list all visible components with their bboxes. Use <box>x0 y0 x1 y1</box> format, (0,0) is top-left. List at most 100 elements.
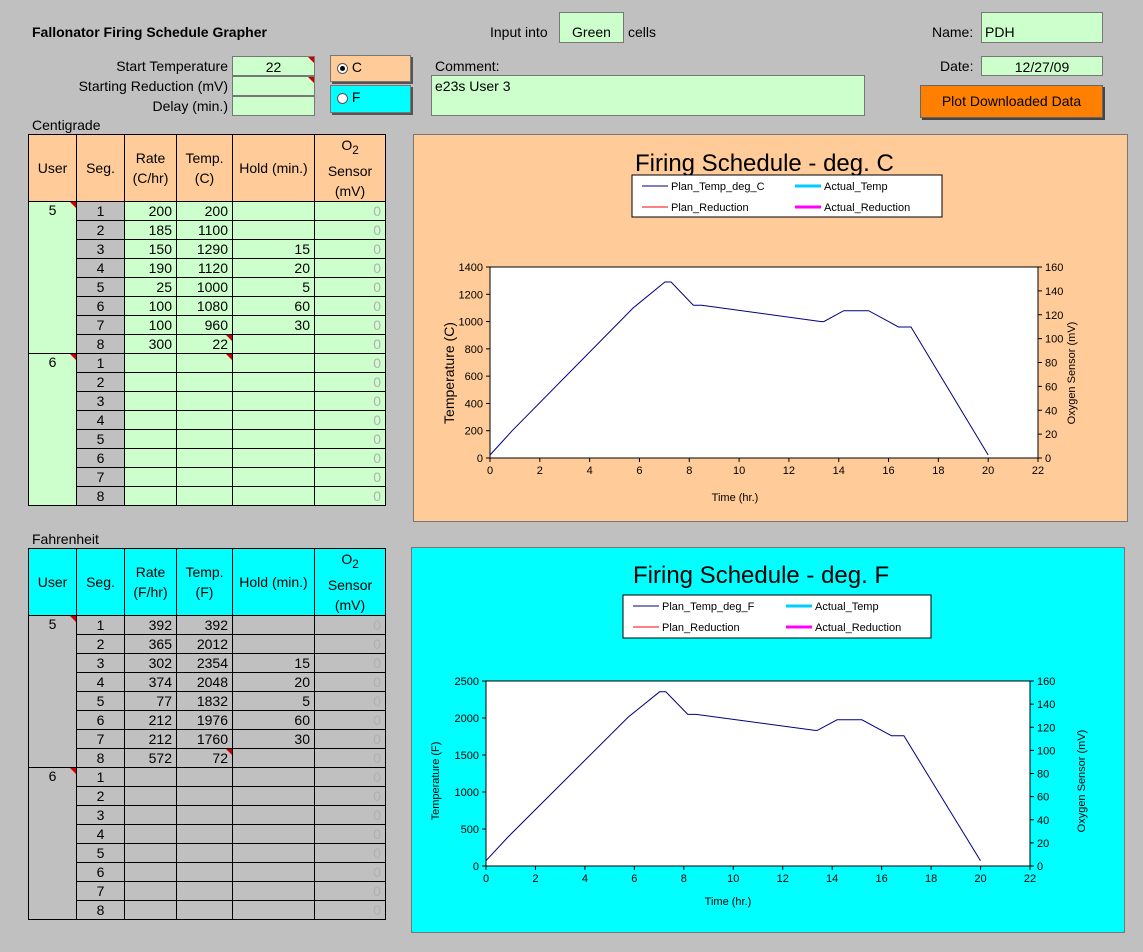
temp-cell[interactable] <box>176 428 233 449</box>
unit-f-option[interactable]: F <box>330 85 411 113</box>
hold-cell[interactable]: 5 <box>232 276 315 297</box>
legend-label: Plan_Temp_deg_C <box>671 181 765 193</box>
temp-cell[interactable]: 1290 <box>176 238 233 259</box>
hold-cell[interactable]: 15 <box>232 238 315 259</box>
temp-cell[interactable]: 1080 <box>176 295 233 316</box>
temp-cell[interactable] <box>176 352 233 373</box>
plot-downloaded-data-button[interactable]: Plot Downloaded Data <box>920 85 1103 118</box>
rate-cell[interactable] <box>124 466 177 487</box>
temp-cell[interactable] <box>176 485 233 506</box>
hold-cell[interactable] <box>232 200 315 221</box>
fahrenheit-section-label: Fahrenheit <box>32 531 99 547</box>
radio-unselected-icon <box>337 92 348 104</box>
user-cell[interactable]: 6 <box>28 352 77 506</box>
rate-cell[interactable] <box>124 485 177 506</box>
hold-cell[interactable] <box>232 371 315 392</box>
hold-cell[interactable]: 20 <box>232 257 315 278</box>
hold-cell[interactable] <box>232 409 315 430</box>
start-reduction-field[interactable] <box>232 76 315 96</box>
temp-cell[interactable]: 1100 <box>176 219 233 240</box>
hold-cell[interactable] <box>232 466 315 487</box>
o2-cell: 0 <box>314 428 386 449</box>
rate-cell[interactable] <box>124 409 177 430</box>
rate-cell[interactable]: 185 <box>124 219 177 240</box>
comment-field[interactable]: e23s User 3 <box>431 75 865 116</box>
temp-cell: 1832 <box>176 690 233 711</box>
name-field[interactable]: PDH <box>981 12 1103 43</box>
rate-cell[interactable] <box>124 428 177 449</box>
rate-cell[interactable] <box>124 390 177 411</box>
rate-cell[interactable]: 25 <box>124 276 177 297</box>
legend-label: Actual_Temp <box>824 181 888 193</box>
x-tick-label: 4 <box>582 873 588 885</box>
temp-cell[interactable] <box>176 390 233 411</box>
x-tick-label: 22 <box>1032 465 1044 477</box>
temp-cell[interactable]: 1000 <box>176 276 233 297</box>
start-temp-field[interactable]: 22 <box>232 56 315 76</box>
date-field[interactable]: 12/27/09 <box>981 56 1103 76</box>
rate-cell[interactable]: 100 <box>124 314 177 335</box>
x-tick-label: 10 <box>727 873 739 885</box>
x-tick-label: 8 <box>681 873 687 885</box>
hold-cell[interactable] <box>232 428 315 449</box>
hold-cell <box>232 861 315 882</box>
o2-cell: 0 <box>314 371 386 392</box>
temp-cell[interactable] <box>176 466 233 487</box>
seg-cell: 1 <box>76 352 125 373</box>
hold-cell[interactable]: 60 <box>232 295 315 316</box>
rate-cell[interactable]: 300 <box>124 333 177 354</box>
col-o2: O2 Sensor (mV) <box>314 134 386 202</box>
hold-cell[interactable] <box>232 447 315 468</box>
temp-cell[interactable]: 22 <box>176 333 233 354</box>
rate-cell[interactable] <box>124 371 177 392</box>
seg-cell: 8 <box>76 899 125 920</box>
legend-label: Plan_Reduction <box>671 202 749 214</box>
plot-area <box>485 680 1031 867</box>
table-row: 6 100 1080 60 0 <box>29 295 386 316</box>
seg-cell: 4 <box>76 823 125 844</box>
x-tick-label: 22 <box>1024 873 1036 885</box>
table-row: 7 100 960 30 0 <box>29 314 386 335</box>
user-cell[interactable]: 5 <box>28 200 77 354</box>
delay-field[interactable] <box>232 96 315 116</box>
hold-cell[interactable] <box>232 485 315 506</box>
temp-cell[interactable]: 960 <box>176 314 233 335</box>
seg-cell: 1 <box>76 766 125 787</box>
app-title: Fallonator Firing Schedule Grapher <box>32 24 267 40</box>
temp-cell[interactable]: 200 <box>176 200 233 221</box>
hold-cell[interactable] <box>232 352 315 373</box>
temp-cell[interactable] <box>176 371 233 392</box>
hold-cell[interactable] <box>232 219 315 240</box>
rate-cell[interactable]: 190 <box>124 257 177 278</box>
seg-cell: 7 <box>76 466 125 487</box>
y-tick-label: 1400 <box>459 262 483 274</box>
o2-cell: 0 <box>314 804 386 825</box>
rate-cell[interactable] <box>124 352 177 373</box>
green-legend-cell: Green <box>559 12 624 43</box>
y2-tick-label: 100 <box>1037 745 1055 757</box>
unit-f-label: F <box>351 89 361 105</box>
rate-cell[interactable] <box>124 447 177 468</box>
temp-cell[interactable]: 1120 <box>176 257 233 278</box>
col-user: User <box>28 548 77 616</box>
hold-cell[interactable] <box>232 333 315 354</box>
y-tick-label: 2000 <box>455 713 479 725</box>
rate-cell[interactable]: 200 <box>124 200 177 221</box>
rate-cell[interactable]: 100 <box>124 295 177 316</box>
table-row: 8 572 72 0 <box>29 747 386 768</box>
o2-cell: 0 <box>314 276 386 297</box>
hold-cell <box>232 785 315 806</box>
hold-cell[interactable]: 30 <box>232 314 315 335</box>
hold-cell[interactable] <box>232 390 315 411</box>
y2-tick-label: 160 <box>1045 262 1063 274</box>
temp-cell[interactable] <box>176 409 233 430</box>
temp-cell[interactable] <box>176 447 233 468</box>
y-tick-label: 600 <box>465 371 483 383</box>
o2-cell: 0 <box>314 842 386 863</box>
o2-cell: 0 <box>314 352 386 373</box>
x-tick-label: 12 <box>777 873 789 885</box>
rate-cell[interactable]: 150 <box>124 238 177 259</box>
unit-c-option[interactable]: C <box>330 55 411 82</box>
